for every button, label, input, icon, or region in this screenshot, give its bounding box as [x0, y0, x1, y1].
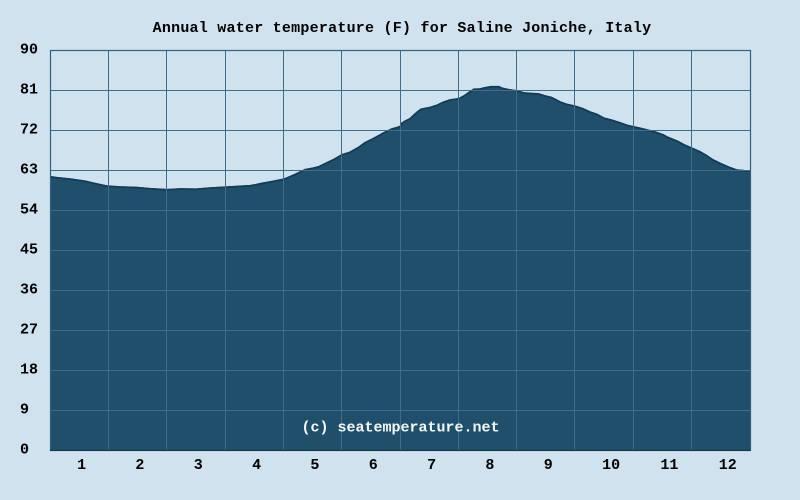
svg-text:11: 11 [660, 457, 678, 474]
svg-text:36: 36 [20, 282, 38, 299]
svg-text:8: 8 [485, 457, 494, 474]
svg-text:9: 9 [544, 457, 553, 474]
svg-text:3: 3 [194, 457, 203, 474]
svg-text:10: 10 [602, 457, 620, 474]
svg-text:4: 4 [252, 457, 261, 474]
svg-text:90: 90 [20, 42, 38, 59]
svg-text:1: 1 [77, 457, 86, 474]
svg-text:81: 81 [20, 82, 38, 99]
svg-text:(c) seatemperature.net: (c) seatemperature.net [301, 420, 499, 437]
svg-text:72: 72 [20, 122, 38, 139]
svg-text:27: 27 [20, 322, 38, 339]
svg-text:7: 7 [427, 457, 436, 474]
svg-text:6: 6 [369, 457, 378, 474]
svg-text:Annual water temperature (F) f: Annual water temperature (F) for Saline … [153, 20, 652, 37]
svg-text:2: 2 [135, 457, 144, 474]
svg-text:12: 12 [719, 457, 737, 474]
svg-text:45: 45 [20, 242, 38, 259]
svg-text:5: 5 [310, 457, 319, 474]
svg-text:0: 0 [20, 442, 29, 459]
svg-text:9: 9 [20, 402, 29, 419]
svg-text:18: 18 [20, 362, 38, 379]
svg-text:54: 54 [20, 202, 38, 219]
svg-text:63: 63 [20, 162, 38, 179]
